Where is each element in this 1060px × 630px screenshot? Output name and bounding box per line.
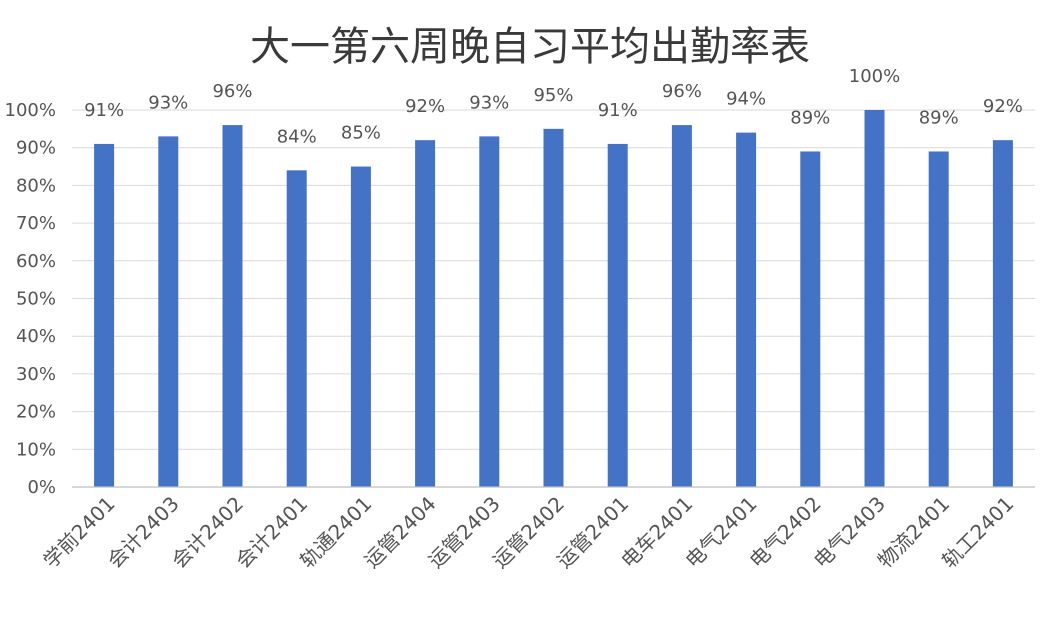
- bar: [864, 110, 885, 487]
- data-label: 96%: [212, 81, 252, 102]
- data-label: 95%: [533, 85, 573, 106]
- data-label: 85%: [341, 123, 381, 144]
- data-label: 92%: [405, 96, 445, 117]
- bar: [671, 125, 692, 487]
- y-tick-label: 70%: [16, 213, 56, 234]
- data-label: 100%: [849, 66, 900, 87]
- data-label: 94%: [726, 89, 766, 110]
- bar: [607, 143, 628, 487]
- data-label: 89%: [919, 107, 959, 128]
- bar: [222, 125, 243, 487]
- bar: [479, 136, 500, 487]
- y-tick-label: 20%: [16, 402, 56, 423]
- bar: [350, 166, 371, 488]
- y-tick-label: 100%: [5, 100, 56, 121]
- bar: [543, 128, 564, 487]
- y-axis-ticks: 0% 10% 20% 30% 40% 50% 60% 70% 80% 90% 100%: [5, 100, 56, 498]
- bars: [94, 110, 1013, 488]
- y-tick-label: 40%: [16, 326, 56, 347]
- y-tick-label: 0%: [27, 477, 56, 498]
- bar: [928, 151, 949, 487]
- bar: [800, 151, 821, 487]
- data-label: 91%: [84, 100, 124, 121]
- y-tick-label: 60%: [16, 251, 56, 272]
- bar: [415, 140, 436, 487]
- bar: [94, 143, 115, 487]
- data-label: 93%: [148, 92, 188, 113]
- x-axis-ticks: 学前2401会计2403会计2402会计2401轨通2401运管2404运管24…: [38, 492, 1018, 573]
- y-tick-label: 30%: [16, 364, 56, 385]
- data-label: 84%: [277, 126, 317, 147]
- data-label: 91%: [598, 100, 638, 121]
- data-label: 92%: [983, 96, 1023, 117]
- chart-title: 大一第六周晚自习平均出勤率表: [250, 24, 810, 70]
- data-label: 89%: [790, 107, 830, 128]
- bar: [992, 140, 1013, 487]
- bar: [736, 132, 757, 487]
- data-label: 93%: [469, 92, 509, 113]
- y-tick-label: 90%: [16, 138, 56, 159]
- y-tick-label: 50%: [16, 289, 56, 310]
- data-label: 96%: [662, 81, 702, 102]
- bar: [286, 170, 307, 487]
- y-tick-label: 10%: [16, 439, 56, 460]
- y-tick-label: 80%: [16, 175, 56, 196]
- data-labels: 91% 93% 96% 84% 85% 92% 93% 95% 91% 96% 94% 89% 100%…: [84, 66, 1023, 147]
- bar: [158, 136, 179, 487]
